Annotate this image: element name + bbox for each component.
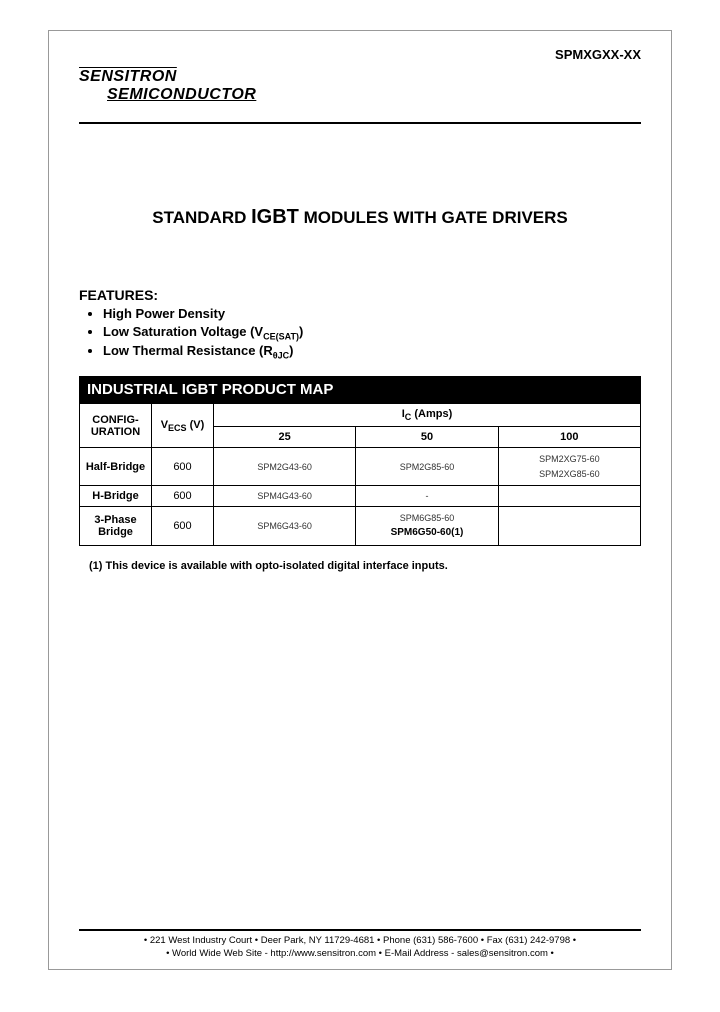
- page-footer: • 221 West Industry Court • Deer Park, N…: [79, 929, 641, 961]
- amp-col-header: 50: [356, 427, 498, 448]
- table-row: Half-Bridge 600 SPM2G43-60 SPM2G85-60 SP…: [80, 448, 641, 486]
- part-cell: SPM6G43-60: [214, 506, 356, 545]
- company-name-line2: SEMICONDUCTOR: [107, 86, 641, 104]
- features-heading: FEATURES:: [79, 287, 641, 303]
- feature-text: Low Thermal Resistance (R: [103, 343, 273, 358]
- part-line: SPM2XG75-60: [501, 452, 638, 466]
- features-section: FEATURES: High Power Density Low Saturat…: [79, 287, 641, 362]
- product-map-header: INDUSTRIAL IGBT PRODUCT MAP: [79, 376, 641, 403]
- v-post: (V): [187, 419, 205, 431]
- title-post: MODULES WITH GATE DRIVERS: [299, 208, 568, 227]
- features-list: High Power Density Low Saturation Voltag…: [79, 305, 641, 362]
- feature-tail: ): [299, 324, 303, 339]
- table-row: H-Bridge 600 SPM4G43-60 -: [80, 485, 641, 506]
- feature-sub: CE(SAT): [263, 331, 299, 341]
- document-title: STANDARD IGBT MODULES WITH GATE DRIVERS: [79, 206, 641, 229]
- part-number: SPMXGXX-XX: [79, 47, 641, 62]
- company-name-line1: SENSITRON: [79, 68, 177, 86]
- part-cell: [498, 485, 640, 506]
- feature-text: High Power Density: [103, 306, 225, 321]
- ic-header: IC (Amps): [214, 404, 641, 427]
- part-cell: -: [356, 485, 498, 506]
- page-header: SPMXGXX-XX SENSITRON SEMICONDUCTOR: [79, 47, 641, 128]
- v-value: 600: [152, 448, 214, 486]
- footnote: (1) This device is available with opto-i…: [89, 560, 641, 572]
- part-line: SPM2XG85-60: [501, 467, 638, 481]
- feature-text: Low Saturation Voltage (V: [103, 324, 263, 339]
- feature-tail: ): [289, 343, 293, 358]
- v-sub: ECS: [168, 423, 187, 433]
- title-pre: STANDARD: [152, 208, 251, 227]
- amp-col-header: 100: [498, 427, 640, 448]
- config-label: Half-Bridge: [80, 448, 152, 486]
- part-cell: SPM2G43-60: [214, 448, 356, 486]
- product-map-table: CONFIG-URATION VECS (V) IC (Amps) 25 50 …: [79, 403, 641, 546]
- title-big: IGBT: [251, 206, 299, 228]
- feature-item: Low Saturation Voltage (VCE(SAT)): [103, 323, 641, 343]
- col-v-header: VECS (V): [152, 404, 214, 448]
- table-row: CONFIG-URATION VECS (V) IC (Amps): [80, 404, 641, 427]
- footer-line1: • 221 West Industry Court • Deer Park, N…: [79, 935, 641, 948]
- part-cell: SPM2G85-60: [356, 448, 498, 486]
- config-label: H-Bridge: [80, 485, 152, 506]
- col-config-header: CONFIG-URATION: [80, 404, 152, 448]
- part-cell: SPM2XG75-60 SPM2XG85-60: [498, 448, 640, 486]
- datasheet-page: SPMXGXX-XX SENSITRON SEMICONDUCTOR STAND…: [48, 30, 672, 970]
- v-value: 600: [152, 485, 214, 506]
- feature-item: High Power Density: [103, 305, 641, 323]
- config-label: 3-Phase Bridge: [80, 506, 152, 545]
- amp-col-header: 25: [214, 427, 356, 448]
- feature-sub: θJC: [273, 351, 289, 361]
- v-value: 600: [152, 506, 214, 545]
- v-pre: V: [161, 419, 168, 431]
- ic-post: (Amps): [411, 408, 452, 420]
- table-row: 3-Phase Bridge 600 SPM6G43-60 SPM6G85-60…: [80, 506, 641, 545]
- part-cell: SPM6G85-60 SPM6G50-60(1): [356, 506, 498, 545]
- part-line: SPM6G85-60: [358, 511, 495, 525]
- part-cell: [498, 506, 640, 545]
- part-line: SPM6G50-60(1): [358, 525, 495, 541]
- part-cell: SPM4G43-60: [214, 485, 356, 506]
- company-logo: SENSITRON SEMICONDUCTOR: [79, 68, 641, 104]
- header-rule: [79, 122, 641, 124]
- feature-item: Low Thermal Resistance (RθJC): [103, 342, 641, 362]
- footer-line2: • World Wide Web Site - http://www.sensi…: [79, 948, 641, 961]
